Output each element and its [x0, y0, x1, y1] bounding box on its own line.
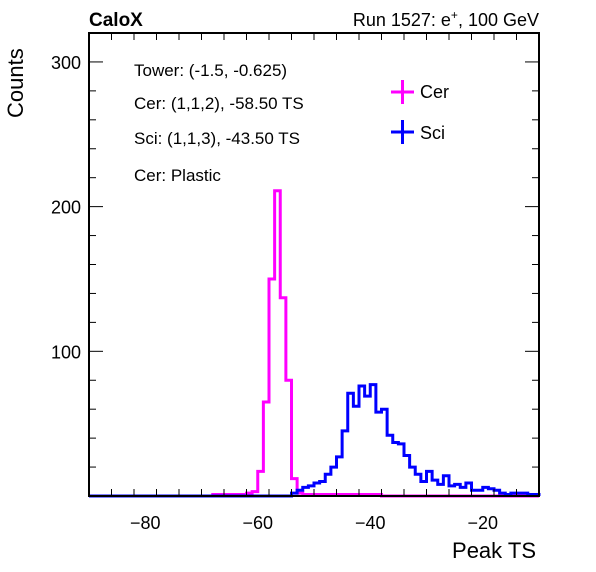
x-tick-label: −20 — [467, 513, 498, 533]
x-tick-label: −80 — [130, 513, 161, 533]
run-label: Run 1527: e+, 100 GeV — [353, 8, 539, 30]
x-axis-title: Peak TS — [452, 538, 536, 563]
run-label-prefix: Run 1527: e — [353, 10, 451, 30]
y-tick-label: 200 — [51, 198, 81, 218]
run-label-suffix: , 100 GeV — [458, 10, 539, 30]
experiment-label: CaloX — [89, 10, 143, 31]
annotation-cer-material: Cer: Plastic — [134, 166, 221, 185]
x-tick-label: −40 — [355, 513, 386, 533]
annotation-sci-channel: Sci: (1,1,3), -43.50 TS — [134, 129, 300, 148]
annotation-cer-channel: Cer: (1,1,2), -58.50 TS — [134, 94, 304, 113]
x-tick-label: −60 — [242, 513, 273, 533]
legend-label-sci: Sci — [420, 123, 445, 143]
run-label-superscript: + — [451, 8, 458, 22]
legend-label-cer: Cer — [420, 82, 449, 102]
y-axis-title: Counts — [3, 48, 28, 118]
y-tick-label: 300 — [51, 53, 81, 73]
y-tick-label: 100 — [51, 342, 81, 362]
annotation-tower: Tower: (-1.5, -0.625) — [134, 61, 287, 80]
